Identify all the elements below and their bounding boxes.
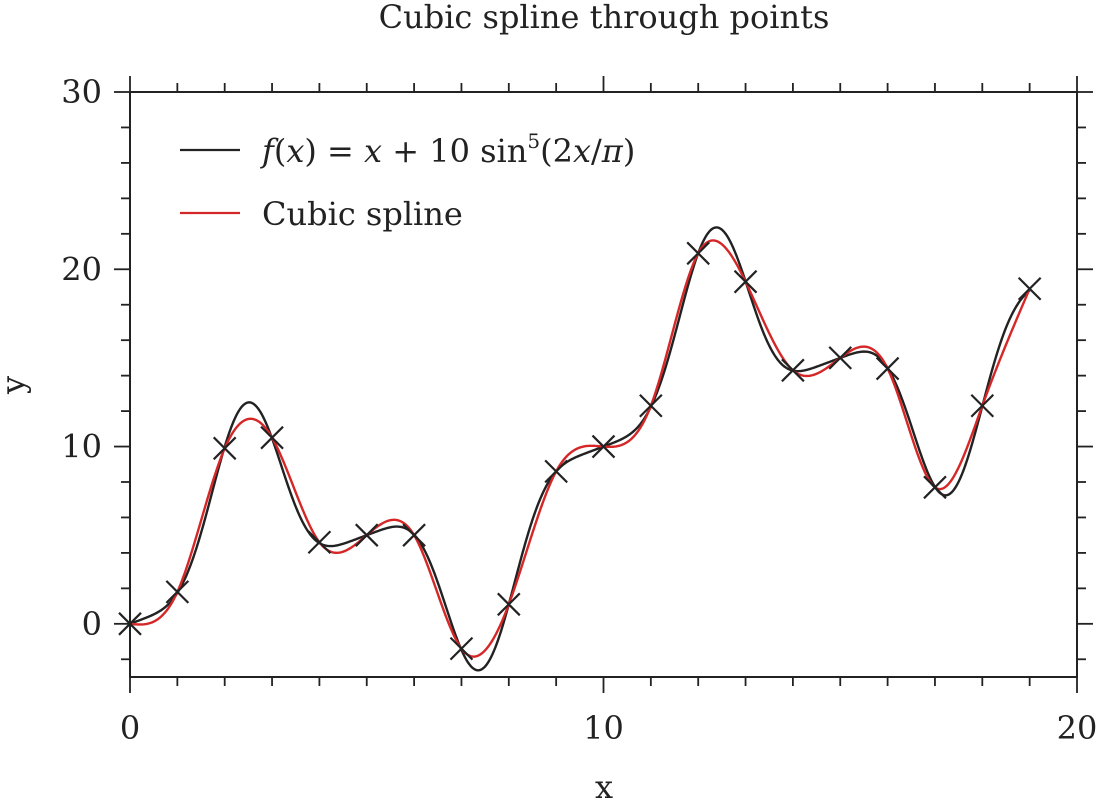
y-tick-label: 20: [61, 250, 102, 288]
marker-stroke: [1017, 276, 1042, 301]
marker-stroke: [402, 523, 426, 547]
legend: f(x) = x + 10 sin5(2x/π) Cubic spline: [180, 129, 635, 233]
marker-stroke: [828, 346, 853, 370]
data-point-marker: [402, 523, 426, 547]
data-point-marker: [970, 393, 995, 418]
data-point-marker: [639, 393, 663, 418]
marker-stroke: [591, 434, 616, 459]
x-tick-label: 0: [120, 709, 140, 747]
data-point-marker: [875, 356, 900, 381]
data-point-marker: [354, 523, 379, 547]
marker-stroke: [781, 358, 805, 383]
marker-stroke: [354, 523, 379, 547]
marker-stroke: [212, 436, 237, 461]
data-point-marker: [828, 346, 853, 370]
marker-stroke: [497, 592, 521, 617]
points-layer: [118, 241, 1042, 661]
series-line-spline: [129, 239, 1031, 658]
x-axis-label: x: [595, 768, 613, 801]
marker-stroke: [923, 475, 947, 500]
marker-stroke: [639, 393, 663, 418]
y-tick-label: 10: [61, 428, 102, 466]
marker-stroke: [449, 636, 474, 661]
data-point-marker: [923, 475, 947, 500]
tick-labels: 0 10 20 0 10 20 30: [61, 73, 1097, 747]
y-tick-label: 0: [82, 605, 102, 643]
plot-area: [129, 91, 1078, 678]
plot-frame: [129, 91, 1078, 678]
data-point-marker: [1017, 276, 1042, 301]
marker-stroke: [260, 425, 284, 450]
x-tick-label: 10: [583, 709, 624, 747]
marker-stroke: [875, 356, 900, 381]
marker-stroke: [686, 241, 710, 266]
data-point-marker: [591, 434, 616, 459]
marker-stroke: [165, 580, 190, 604]
chart-title: Cubic spline through points: [379, 0, 830, 36]
legend-label-spline: Cubic spline: [262, 195, 463, 233]
data-point-marker: [781, 358, 805, 383]
marker-stroke: [970, 393, 995, 418]
marker-stroke: [733, 269, 758, 294]
data-point-marker: [449, 636, 474, 661]
marker-stroke: [544, 459, 568, 484]
data-point-marker: [686, 241, 710, 266]
data-point-marker: [165, 580, 190, 604]
data-point-marker: [212, 436, 237, 461]
ticks: [114, 76, 1093, 693]
data-point-marker: [118, 612, 142, 636]
marker-stroke: [118, 612, 142, 636]
y-axis-label: y: [0, 376, 32, 395]
y-tick-label: 30: [61, 73, 102, 111]
series-line-function: [129, 226, 1031, 672]
data-point-marker: [260, 425, 284, 450]
marker-stroke: [307, 530, 332, 555]
data-point-marker: [497, 592, 521, 617]
series-layer: [129, 226, 1031, 672]
data-point-marker: [733, 269, 758, 294]
x-tick-label: 20: [1057, 709, 1098, 747]
legend-label-function: f(x) = x + 10 sin5(2x/π): [260, 129, 635, 170]
data-point-marker: [544, 459, 568, 484]
data-point-marker: [307, 530, 332, 555]
